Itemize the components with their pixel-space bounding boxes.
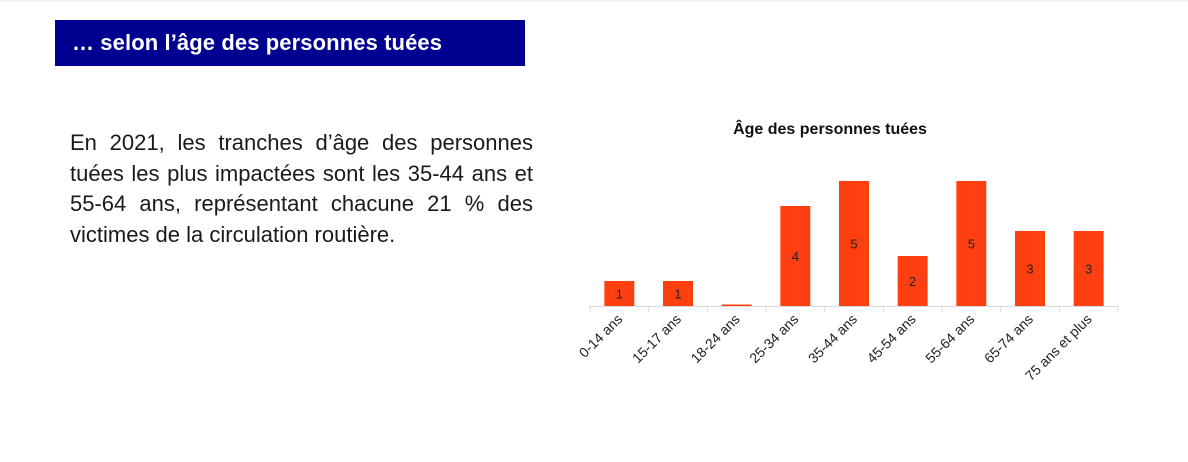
x-tick-label: 0-14 ans [576,311,626,361]
x-tick-label: 55-64 ans [922,311,977,366]
bar-65-74-ans [1015,231,1045,306]
x-tick-label: 45-54 ans [863,311,918,366]
x-tick-label: 25-34 ans [746,311,801,366]
bar-35-44-ans [839,181,869,306]
bar-75-ans-et-plus [1073,231,1104,306]
bar-value-label: 1 [674,287,681,302]
x-tick-label: 35-44 ans [805,311,860,366]
x-tick-label: 18-24 ans [687,311,742,366]
chart-title: Âge des personnes tuées [733,121,927,138]
bar-value-label: 5 [968,237,975,252]
x-tick-label: 65-74 ans [981,311,1036,366]
bar-18-24-ans [721,304,752,306]
bar-value-label: 2 [909,274,916,289]
bar-0-14-ans [604,281,635,306]
bar-value-label: 5 [850,237,857,252]
age-bar-chart: 1 0-14 ans 1 15-17 ans 18-24 ans 4 25-34 ans 5 3… [576,181,1119,384]
top-rule [0,0,1188,2]
bar-value-label: 1 [616,287,623,302]
section-title: … selon l’âge des personnes tuées [72,30,443,55]
section-banner: … selon l’âge des personnes tuées [55,20,525,66]
bar-value-label: 3 [1085,262,1092,277]
x-tick-label: 15-17 ans [629,311,684,366]
intro-paragraph: En 2021, les tranches d’âge des personne… [70,130,533,247]
bar-55-64-ans [956,181,987,306]
bar-15-17-ans [663,281,693,306]
bar-45-54-ans [897,256,928,306]
bar-25-34-ans [780,206,811,306]
bar-value-label: 3 [1026,262,1033,277]
bar-value-label: 4 [792,249,799,264]
